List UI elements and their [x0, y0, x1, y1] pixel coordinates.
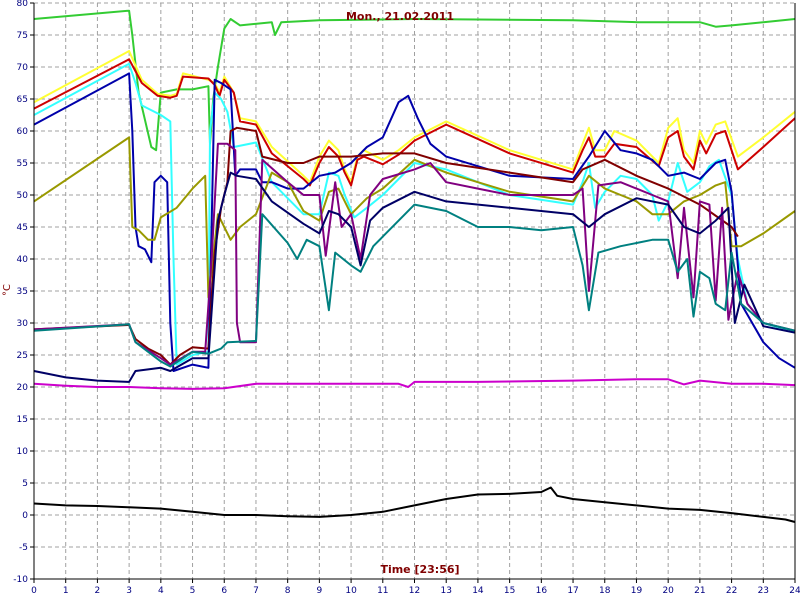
- x-tick-label: 19: [631, 586, 643, 596]
- series-line-9: [33, 171, 796, 383]
- x-tick-label: 9: [317, 586, 323, 596]
- grid: [33, 2, 796, 580]
- x-tick-label: 14: [472, 586, 484, 596]
- y-tick-label: 35: [17, 287, 28, 297]
- y-tick-label: 70: [17, 63, 29, 73]
- series-line-7: [33, 126, 739, 366]
- x-tick-label: 16: [536, 586, 548, 596]
- y-tick-label: -5: [19, 543, 28, 553]
- x-tick-label: 6: [221, 586, 227, 596]
- x-axis-label: Time [23:56]: [380, 563, 459, 576]
- y-tick-label: 40: [17, 255, 29, 265]
- y-tick-label: 10: [17, 447, 29, 457]
- axes: [30, 2, 796, 583]
- series-line-4: [33, 62, 796, 366]
- y-tick-label: -10: [13, 575, 28, 585]
- y-tick-label: 25: [17, 351, 28, 361]
- series-line-10: [33, 203, 796, 368]
- y-tick-label: 75: [17, 31, 28, 41]
- x-tick-label: 22: [726, 586, 737, 596]
- series-line-5: [33, 72, 796, 372]
- x-tick-label: 3: [126, 586, 132, 596]
- x-tick-label: 13: [440, 586, 451, 596]
- x-tick-label: 21: [694, 586, 705, 596]
- x-tick-label: 5: [190, 586, 196, 596]
- series-line-6: [33, 136, 796, 299]
- x-tick-label: 10: [345, 586, 357, 596]
- y-axis-label: °C: [2, 284, 13, 296]
- x-tick-label: 24: [789, 586, 800, 596]
- x-tick-label: 23: [758, 586, 769, 596]
- x-tick-label: 20: [662, 586, 674, 596]
- series-line-12: [33, 486, 796, 523]
- y-tick-label: 60: [17, 127, 29, 137]
- series-line-1: [33, 9, 796, 152]
- chart-title: Mon., 21.02.2011: [346, 10, 454, 23]
- x-tick-label: 18: [599, 586, 611, 596]
- y-tick-label: 65: [17, 95, 28, 105]
- y-tick-label: 5: [22, 479, 28, 489]
- y-tick-label: 55: [17, 159, 28, 169]
- y-tick-label: 20: [17, 383, 29, 393]
- y-tick-label: 80: [17, 0, 29, 9]
- y-tick-label: 50: [17, 191, 29, 201]
- y-tick-label: 30: [17, 319, 29, 329]
- x-tick-label: 12: [409, 586, 420, 596]
- x-tick-label: 8: [285, 586, 291, 596]
- x-tick-label: 2: [95, 586, 101, 596]
- series-group: [33, 9, 796, 523]
- x-tick-label: 11: [377, 586, 388, 596]
- x-tick-label: 15: [504, 586, 515, 596]
- x-tick-label: 4: [158, 586, 164, 596]
- y-tick-label: 0: [22, 511, 28, 521]
- x-tick-label: 0: [31, 586, 37, 596]
- y-tick-label: 45: [17, 223, 28, 233]
- y-tick-label: 15: [17, 415, 28, 425]
- series-line-11: [33, 378, 796, 390]
- x-tick-label: 17: [567, 586, 578, 596]
- x-tick-label: 7: [253, 586, 259, 596]
- x-tick-label: 1: [63, 586, 69, 596]
- x-tick-labels: 0 1 2 3 4 5 6 7 8 9 10 11 12 13 14 15 16 17 18 19 20 21 22 23 24: [31, 586, 800, 596]
